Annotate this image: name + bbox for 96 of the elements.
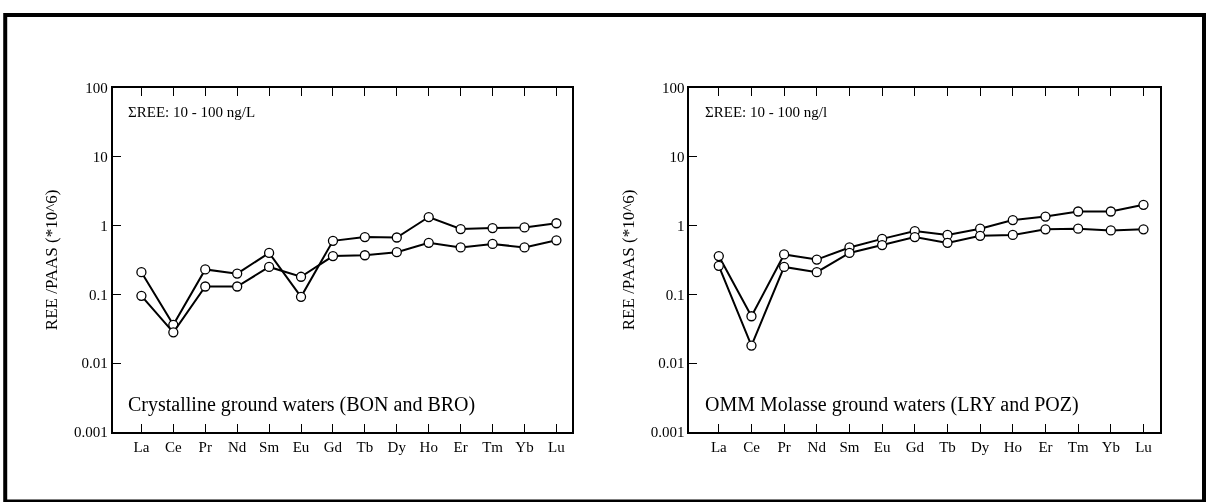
y-axis-title: REE /PAAS (*10^6): [618, 189, 638, 331]
x-tick-label: Gd: [905, 438, 925, 455]
y-tick-label: 100: [85, 80, 108, 97]
x-tick-label: Tm: [1067, 438, 1089, 455]
x-tick-label: Er: [1038, 438, 1053, 455]
y-tick-label: 100: [661, 80, 685, 97]
point: [359, 250, 371, 261]
x-tick-label: Yb: [1101, 438, 1120, 455]
point: [423, 237, 434, 249]
y-tick-label: 0.001: [650, 424, 685, 441]
point: [1105, 225, 1116, 236]
y-tick-label: 0.001: [73, 424, 108, 441]
x-tick-label: Tb: [356, 438, 374, 455]
point: [327, 235, 339, 246]
x-tick-label: Eu: [292, 438, 310, 455]
y-tick-label: 10: [92, 149, 108, 166]
point: [746, 311, 757, 322]
annotation: OMM Molasse ground waters (LRY and POZ): [705, 393, 1079, 416]
x-tick-label: Gd: [323, 438, 343, 455]
x-tick-label: Ho: [1003, 438, 1022, 455]
x-tick-label: Lu: [548, 438, 566, 455]
point: [487, 222, 498, 234]
point: [391, 232, 402, 243]
point: [876, 239, 888, 251]
y-tick-label: 0.01: [81, 355, 108, 372]
point: [1007, 214, 1018, 226]
x-tick-label: Ce: [165, 438, 182, 455]
point: [811, 267, 822, 278]
x-tick-label: Lu: [1135, 438, 1153, 455]
x-tick-label: Ce: [743, 438, 761, 455]
x-tick-label: Er: [453, 438, 468, 455]
point: [519, 222, 530, 233]
x-tick-label: La: [133, 438, 150, 455]
point: [232, 281, 243, 292]
point: [295, 271, 307, 282]
point: [1138, 199, 1149, 210]
y-tick-label: 10: [669, 149, 685, 166]
y-tick-label: 1: [676, 217, 685, 234]
annotation: ΣREE: 10 - 100 ng/L: [128, 104, 256, 120]
annotation: ΣREE: 10 - 100 ng/l: [705, 104, 828, 120]
point: [136, 267, 147, 278]
point: [811, 254, 822, 265]
point: [909, 231, 920, 243]
point: [263, 247, 275, 259]
point: [232, 268, 243, 279]
point: [263, 261, 275, 273]
annotation: Crystalline ground waters (BON and BRO): [128, 393, 476, 416]
point: [975, 230, 986, 241]
y-tick-label: 1: [100, 217, 108, 234]
x-tick-label: Sm: [259, 438, 280, 455]
point: [713, 250, 724, 262]
x-tick-label: Tb: [939, 438, 956, 455]
point: [168, 327, 179, 338]
point: [778, 261, 790, 273]
x-tick-label: Yb: [515, 438, 534, 455]
x-tick-label: Eu: [873, 438, 891, 455]
point: [1073, 223, 1084, 234]
point: [455, 223, 466, 235]
point: [391, 247, 402, 258]
point: [1105, 206, 1116, 217]
point: [1138, 224, 1149, 235]
x-tick-label: Ho: [419, 438, 438, 455]
point: [551, 218, 562, 229]
point: [1007, 229, 1018, 241]
y-tick-label: 0.1: [88, 286, 108, 303]
x-tick-label: Dy: [387, 438, 407, 455]
x-tick-label: Nd: [807, 438, 827, 455]
point: [200, 281, 211, 292]
point: [519, 242, 530, 253]
x-tick-label: Nd: [228, 438, 247, 455]
point: [844, 247, 855, 259]
point: [295, 291, 307, 302]
point: [942, 237, 953, 249]
point: [778, 249, 790, 260]
point: [200, 264, 211, 275]
x-tick-label: Tm: [482, 438, 504, 455]
x-tick-label: Sm: [839, 438, 860, 455]
point: [359, 231, 371, 243]
point: [423, 211, 434, 223]
x-tick-label: Pr: [777, 438, 791, 455]
x-tick-label: Dy: [970, 438, 990, 455]
point: [136, 290, 147, 302]
y-tick-label: 0.01: [658, 355, 685, 372]
point: [455, 242, 466, 253]
x-tick-label: Pr: [198, 438, 212, 455]
y-tick-label: 0.1: [665, 286, 685, 303]
point: [551, 235, 562, 246]
point: [1040, 211, 1051, 222]
x-tick-label: La: [710, 438, 728, 455]
point: [713, 260, 724, 271]
y-axis-title: REE /PAAS (*10^6): [41, 189, 61, 331]
point: [1073, 206, 1084, 217]
point: [1040, 224, 1051, 235]
point: [327, 250, 339, 262]
point: [487, 238, 498, 250]
point: [746, 340, 757, 351]
